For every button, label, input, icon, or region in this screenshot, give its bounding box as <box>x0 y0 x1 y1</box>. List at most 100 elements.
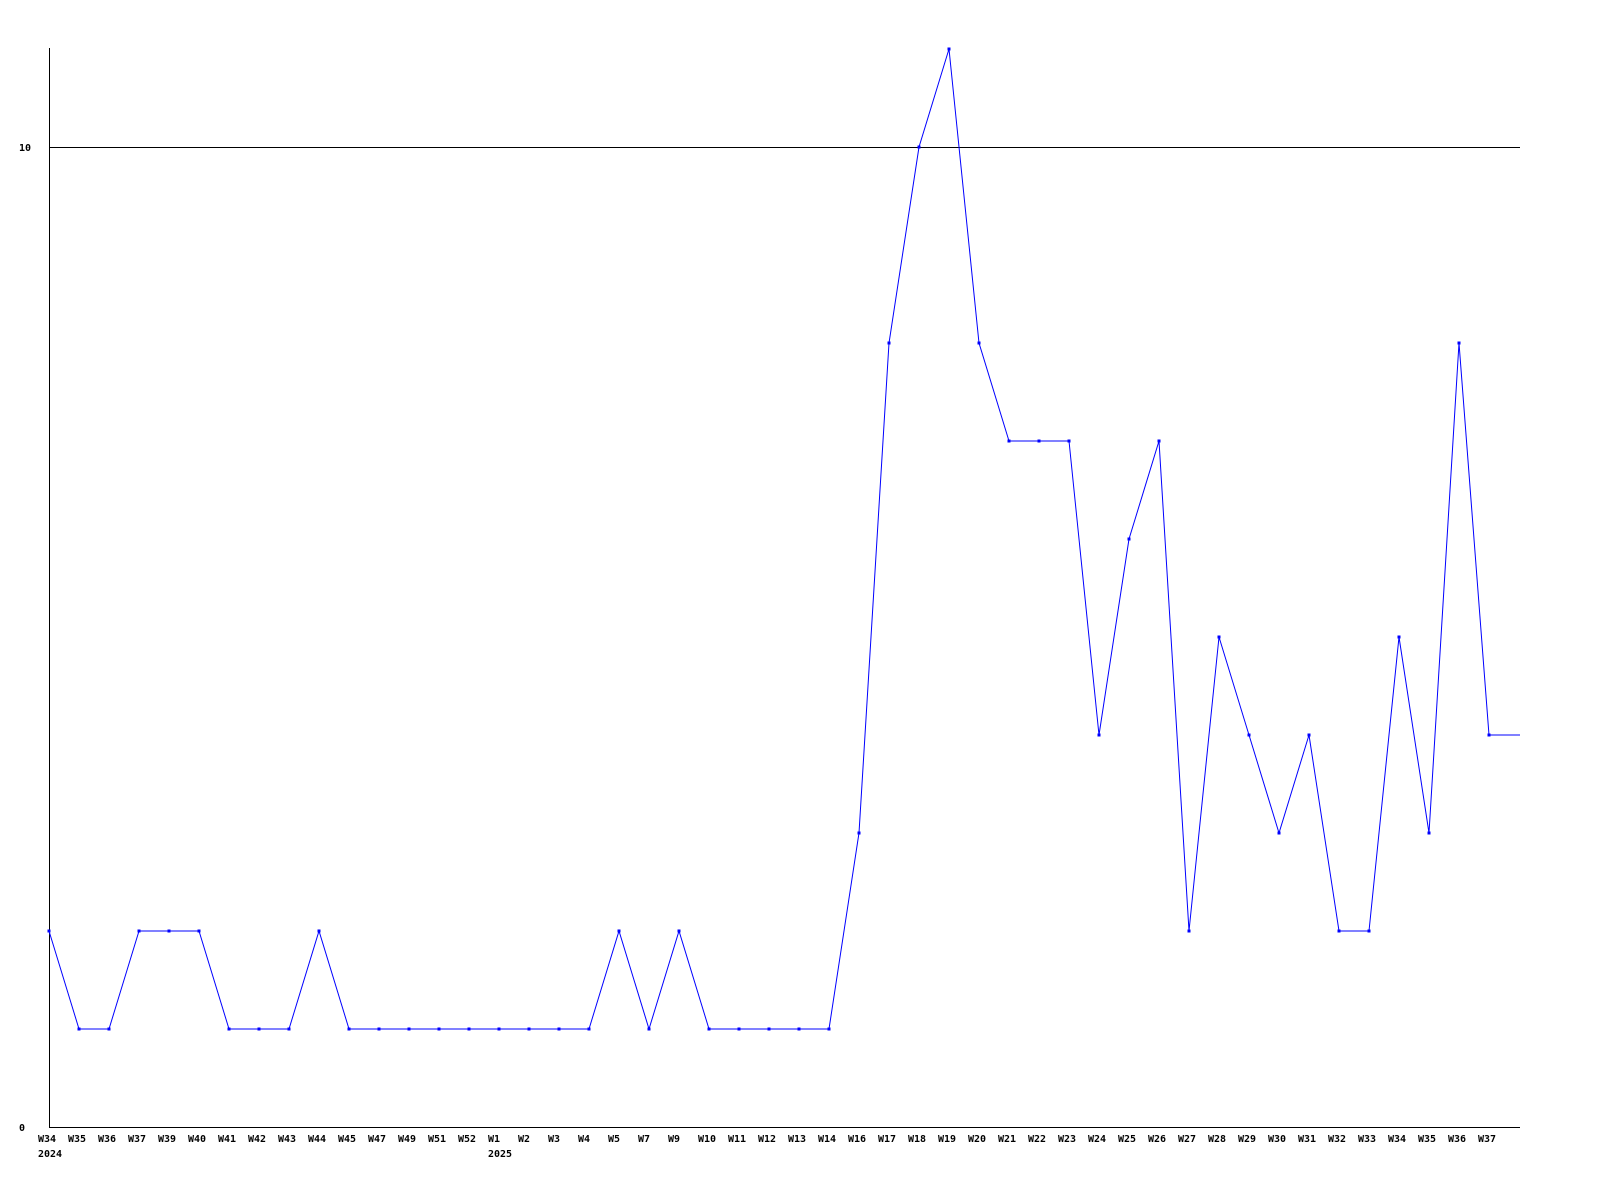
data-point-18 <box>587 1027 591 1031</box>
x-tick-label: W7 <box>638 1134 650 1145</box>
data-point-44 <box>1367 929 1371 933</box>
x-tick-label: W13 <box>788 1134 806 1145</box>
x-tick-label: W23 <box>1058 1134 1076 1145</box>
data-point-25 <box>797 1027 801 1031</box>
x-tick-label: W17 <box>878 1134 896 1145</box>
x-tick-label: W42 <box>248 1134 266 1145</box>
x-tick-label: W36 <box>98 1134 116 1145</box>
x-year-label: 2025 <box>488 1149 512 1160</box>
x-tick-label: W28 <box>1208 1134 1226 1145</box>
data-point-15 <box>497 1027 501 1031</box>
data-point-36 <box>1127 537 1131 541</box>
x-tick-label: W26 <box>1148 1134 1166 1145</box>
data-point-30 <box>947 47 951 51</box>
y-tick-label-0: 0 <box>19 1123 25 1134</box>
data-point-42 <box>1307 733 1311 737</box>
data-point-20 <box>647 1027 651 1031</box>
data-point-24 <box>767 1027 771 1031</box>
x-tick-label: W31 <box>1298 1134 1316 1145</box>
data-point-28 <box>887 341 891 345</box>
data-point-48 <box>1487 733 1491 737</box>
x-tick-label: W9 <box>668 1134 680 1145</box>
data-point-2 <box>107 1027 111 1031</box>
data-point-32 <box>1007 439 1011 443</box>
data-point-17 <box>557 1027 561 1031</box>
x-tick-label: W2 <box>518 1134 530 1145</box>
x-tick-label: W44 <box>308 1134 326 1145</box>
data-point-33 <box>1037 439 1041 443</box>
x-tick-label: W16 <box>848 1134 866 1145</box>
data-point-40 <box>1247 733 1251 737</box>
x-tick-label: W43 <box>278 1134 296 1145</box>
x-tick-label: W10 <box>698 1134 716 1145</box>
x-tick-label: W41 <box>218 1134 236 1145</box>
data-point-7 <box>257 1027 261 1031</box>
x-tick-label: W14 <box>818 1134 836 1145</box>
x-tick-label: W12 <box>758 1134 776 1145</box>
x-tick-label: W24 <box>1088 1134 1106 1145</box>
x-tick-label: W27 <box>1178 1134 1196 1145</box>
data-point-11 <box>377 1027 381 1031</box>
data-point-10 <box>347 1027 351 1031</box>
x-tick-label: W40 <box>188 1134 206 1145</box>
x-year-label: 2024 <box>38 1149 62 1160</box>
data-point-16 <box>527 1027 531 1031</box>
x-tick-label: W29 <box>1238 1134 1256 1145</box>
data-point-5 <box>197 929 201 933</box>
data-point-12 <box>407 1027 411 1031</box>
data-point-8 <box>287 1027 291 1031</box>
data-point-41 <box>1277 831 1281 835</box>
x-tick-label: W22 <box>1028 1134 1046 1145</box>
x-tick-label: W20 <box>968 1134 986 1145</box>
x-tick-label: W34 <box>1388 1134 1406 1145</box>
x-tick-label: W36 <box>1448 1134 1466 1145</box>
data-point-38 <box>1187 929 1191 933</box>
x-tick-label: W51 <box>428 1134 446 1145</box>
data-point-26 <box>827 1027 831 1031</box>
data-point-37 <box>1157 439 1161 443</box>
data-point-45 <box>1397 635 1401 639</box>
x-tick-label: W25 <box>1118 1134 1136 1145</box>
data-point-14 <box>467 1027 471 1031</box>
x-tick-label: W3 <box>548 1134 560 1145</box>
x-tick-label: W35 <box>68 1134 86 1145</box>
series-line <box>48 48 1520 1031</box>
x-tick-label: W47 <box>368 1134 386 1145</box>
x-tick-label: W37 <box>128 1134 146 1145</box>
x-tick-label: W52 <box>458 1134 476 1145</box>
data-point-29 <box>917 145 921 149</box>
data-point-4 <box>167 929 171 933</box>
data-point-47 <box>1457 341 1461 345</box>
data-point-35 <box>1097 733 1101 737</box>
x-tick-label: W45 <box>338 1134 356 1145</box>
x-tick-label: W33 <box>1358 1134 1376 1145</box>
x-tick-label: W39 <box>158 1134 176 1145</box>
x-tick-label: W11 <box>728 1134 746 1145</box>
data-point-34 <box>1067 439 1071 443</box>
x-tick-label: W35 <box>1418 1134 1436 1145</box>
data-point-3 <box>137 929 141 933</box>
data-point-21 <box>677 929 681 933</box>
data-point-13 <box>437 1027 441 1031</box>
x-tick-label: W21 <box>998 1134 1016 1145</box>
data-point-22 <box>707 1027 711 1031</box>
data-point-31 <box>977 341 981 345</box>
y-tick-label-10: 10 <box>19 143 31 154</box>
data-point-6 <box>227 1027 231 1031</box>
x-tick-label: W1 <box>488 1134 500 1145</box>
data-point-9 <box>317 929 321 933</box>
data-point-1 <box>77 1027 81 1031</box>
data-point-0 <box>47 929 51 933</box>
data-point-19 <box>617 929 621 933</box>
x-tick-label: W34 <box>38 1134 56 1145</box>
x-tick-label: W18 <box>908 1134 926 1145</box>
data-point-23 <box>737 1027 741 1031</box>
data-point-39 <box>1217 635 1221 639</box>
x-tick-label: W37 <box>1478 1134 1496 1145</box>
x-tick-label: W49 <box>398 1134 416 1145</box>
data-point-27 <box>857 831 861 835</box>
data-point-46 <box>1427 831 1431 835</box>
x-tick-label: W19 <box>938 1134 956 1145</box>
data-point-43 <box>1337 929 1341 933</box>
